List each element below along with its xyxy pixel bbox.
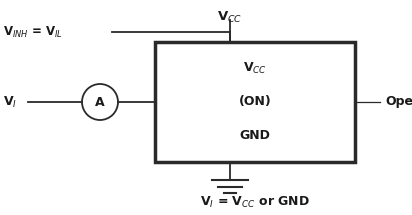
Text: V$_{INH}$ = V$_{IL}$: V$_{INH}$ = V$_{IL}$ [3,25,63,40]
Text: V$_I$: V$_I$ [3,94,17,110]
Text: A: A [95,95,105,109]
Text: Open: Open [385,95,412,109]
Text: (ON): (ON) [239,95,272,109]
Text: V$_{CC}$: V$_{CC}$ [243,61,267,76]
Text: V$_{CC}$: V$_{CC}$ [218,10,243,25]
Text: V$_I$ = V$_{CC}$ or GND: V$_I$ = V$_{CC}$ or GND [200,195,310,210]
Text: GND: GND [239,129,270,142]
Bar [155,42,355,162]
